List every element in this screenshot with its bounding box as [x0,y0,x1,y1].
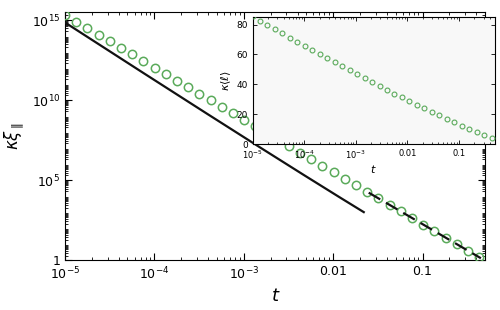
Y-axis label: $\kappa\xi_\parallel$: $\kappa\xi_\parallel$ [2,123,26,150]
X-axis label: $t$: $t$ [370,163,377,175]
X-axis label: t: t [272,287,278,305]
Y-axis label: $\kappa\langle\ell\rangle$: $\kappa\langle\ell\rangle$ [220,70,234,91]
